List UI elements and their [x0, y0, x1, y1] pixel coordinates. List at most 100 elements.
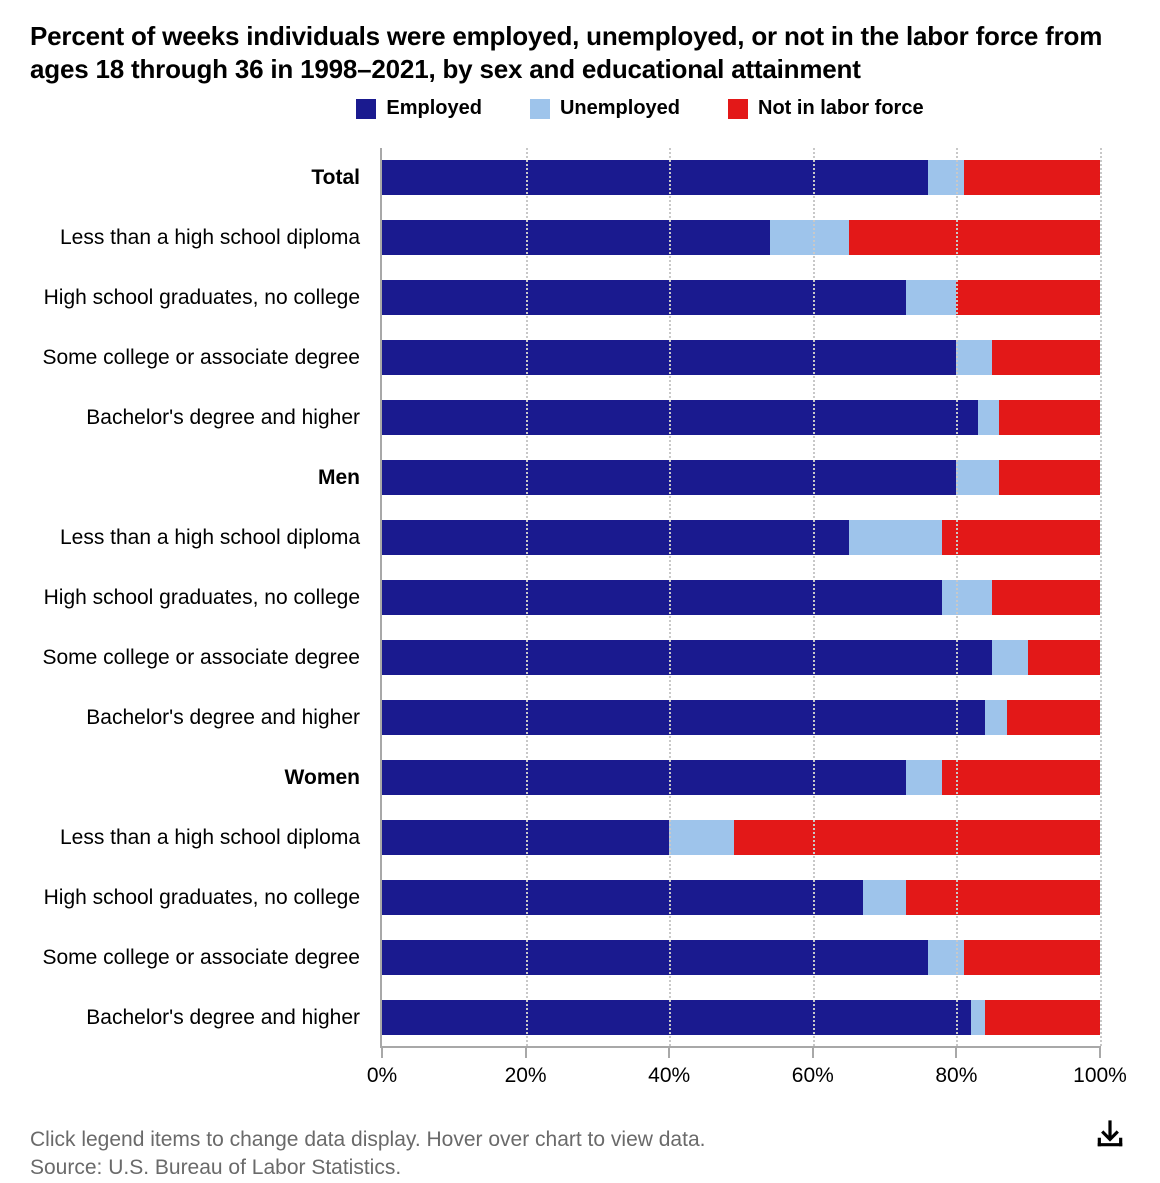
bar-segment-nilf[interactable]	[985, 1000, 1100, 1035]
bar-row	[382, 1000, 1100, 1035]
bar-segment-unemployed[interactable]	[863, 880, 906, 915]
bar-segment-employed[interactable]	[382, 700, 985, 735]
category-label: Some college or associate degree	[42, 646, 360, 670]
category-label: High school graduates, no college	[44, 586, 360, 610]
category-label: Bachelor's degree and higher	[86, 1006, 360, 1030]
bar-segment-employed[interactable]	[382, 640, 992, 675]
gridline	[669, 148, 671, 1046]
legend: Employed Unemployed Not in labor force	[30, 97, 1130, 120]
chart-footer: Click legend items to change data displa…	[30, 1126, 1130, 1183]
bar-segment-unemployed[interactable]	[971, 1000, 985, 1035]
bar-segment-employed[interactable]	[382, 220, 770, 255]
bar-segment-unemployed[interactable]	[956, 340, 992, 375]
category-label: Less than a high school diploma	[60, 826, 360, 850]
bar-segment-employed[interactable]	[382, 520, 849, 555]
bar-segment-nilf[interactable]	[1007, 700, 1100, 735]
category-label: Women	[285, 766, 360, 790]
x-tick-mark	[381, 1046, 383, 1058]
category-label: Some college or associate degree	[42, 946, 360, 970]
x-tick-label: 60%	[792, 1064, 834, 1088]
bar-segment-employed[interactable]	[382, 1000, 971, 1035]
bar-row	[382, 580, 1100, 615]
bar-row	[382, 520, 1100, 555]
bar-segment-nilf[interactable]	[906, 880, 1100, 915]
bar-row	[382, 820, 1100, 855]
x-tick-label: 100%	[1073, 1064, 1127, 1088]
gridline	[956, 148, 958, 1046]
bar-segment-nilf[interactable]	[999, 400, 1100, 435]
bar-segment-employed[interactable]	[382, 280, 906, 315]
bar-segment-employed[interactable]	[382, 760, 906, 795]
category-label: Less than a high school diploma	[60, 226, 360, 250]
bar-segment-nilf[interactable]	[992, 340, 1100, 375]
bar-row	[382, 160, 1100, 195]
bar-segment-unemployed[interactable]	[985, 700, 1007, 735]
legend-item[interactable]: Unemployed	[530, 97, 680, 120]
category-label: Total	[311, 166, 360, 190]
x-tick-label: 80%	[935, 1064, 977, 1088]
bar-segment-employed[interactable]	[382, 160, 928, 195]
x-tick-label: 20%	[505, 1064, 547, 1088]
bar-segment-nilf[interactable]	[1028, 640, 1100, 675]
bar-segment-nilf[interactable]	[956, 280, 1100, 315]
x-tick-mark	[668, 1046, 670, 1058]
gridline	[813, 148, 815, 1046]
category-label: Less than a high school diploma	[60, 526, 360, 550]
bar-row	[382, 400, 1100, 435]
bar-row	[382, 940, 1100, 975]
legend-label: Unemployed	[560, 97, 680, 120]
bar-segment-unemployed[interactable]	[669, 820, 734, 855]
gridline	[1100, 148, 1102, 1046]
bar-row	[382, 760, 1100, 795]
footer-source: Source: U.S. Bureau of Labor Statistics.	[30, 1154, 1130, 1182]
legend-swatch	[530, 99, 550, 119]
bar-segment-nilf[interactable]	[942, 760, 1100, 795]
bar-segment-nilf[interactable]	[964, 160, 1100, 195]
category-label: Bachelor's degree and higher	[86, 406, 360, 430]
plot: 0%20%40%60%80%100%	[380, 148, 1100, 1048]
bar-segment-employed[interactable]	[382, 400, 978, 435]
download-icon[interactable]	[1094, 1118, 1126, 1150]
legend-swatch	[728, 99, 748, 119]
bar-segment-nilf[interactable]	[992, 580, 1100, 615]
footer-hint: Click legend items to change data displa…	[30, 1126, 1130, 1154]
x-tick-label: 0%	[367, 1064, 397, 1088]
bar-row	[382, 880, 1100, 915]
bar-segment-nilf[interactable]	[964, 940, 1100, 975]
x-tick-mark	[525, 1046, 527, 1058]
legend-item[interactable]: Employed	[356, 97, 482, 120]
legend-label: Employed	[386, 97, 482, 120]
x-tick-label: 40%	[648, 1064, 690, 1088]
category-label: High school graduates, no college	[44, 886, 360, 910]
x-tick-mark	[812, 1046, 814, 1058]
bar-segment-employed[interactable]	[382, 580, 942, 615]
bar-row	[382, 280, 1100, 315]
bar-segment-employed[interactable]	[382, 880, 863, 915]
bar-row	[382, 700, 1100, 735]
bar-segment-nilf[interactable]	[999, 460, 1100, 495]
bar-segment-nilf[interactable]	[734, 820, 1100, 855]
bar-segment-unemployed[interactable]	[849, 520, 942, 555]
gridline	[526, 148, 528, 1046]
bar-segment-unemployed[interactable]	[978, 400, 1000, 435]
bar-segment-nilf[interactable]	[942, 520, 1100, 555]
legend-item[interactable]: Not in labor force	[728, 97, 924, 120]
legend-swatch	[356, 99, 376, 119]
category-label: Some college or associate degree	[42, 346, 360, 370]
bar-segment-nilf[interactable]	[849, 220, 1100, 255]
x-tick-mark	[955, 1046, 957, 1058]
chart-title: Percent of weeks individuals were employ…	[30, 20, 1130, 85]
bar-segment-unemployed[interactable]	[942, 580, 992, 615]
bar-segment-unemployed[interactable]	[956, 460, 999, 495]
legend-label: Not in labor force	[758, 97, 924, 120]
bar-row	[382, 460, 1100, 495]
bar-segment-unemployed[interactable]	[906, 760, 942, 795]
bar-segment-employed[interactable]	[382, 940, 928, 975]
x-tick-mark	[1099, 1046, 1101, 1058]
bar-row	[382, 220, 1100, 255]
bar-segment-unemployed[interactable]	[906, 280, 956, 315]
bar-segment-unemployed[interactable]	[770, 220, 849, 255]
bar-segment-unemployed[interactable]	[992, 640, 1028, 675]
category-label: High school graduates, no college	[44, 286, 360, 310]
bar-row	[382, 640, 1100, 675]
